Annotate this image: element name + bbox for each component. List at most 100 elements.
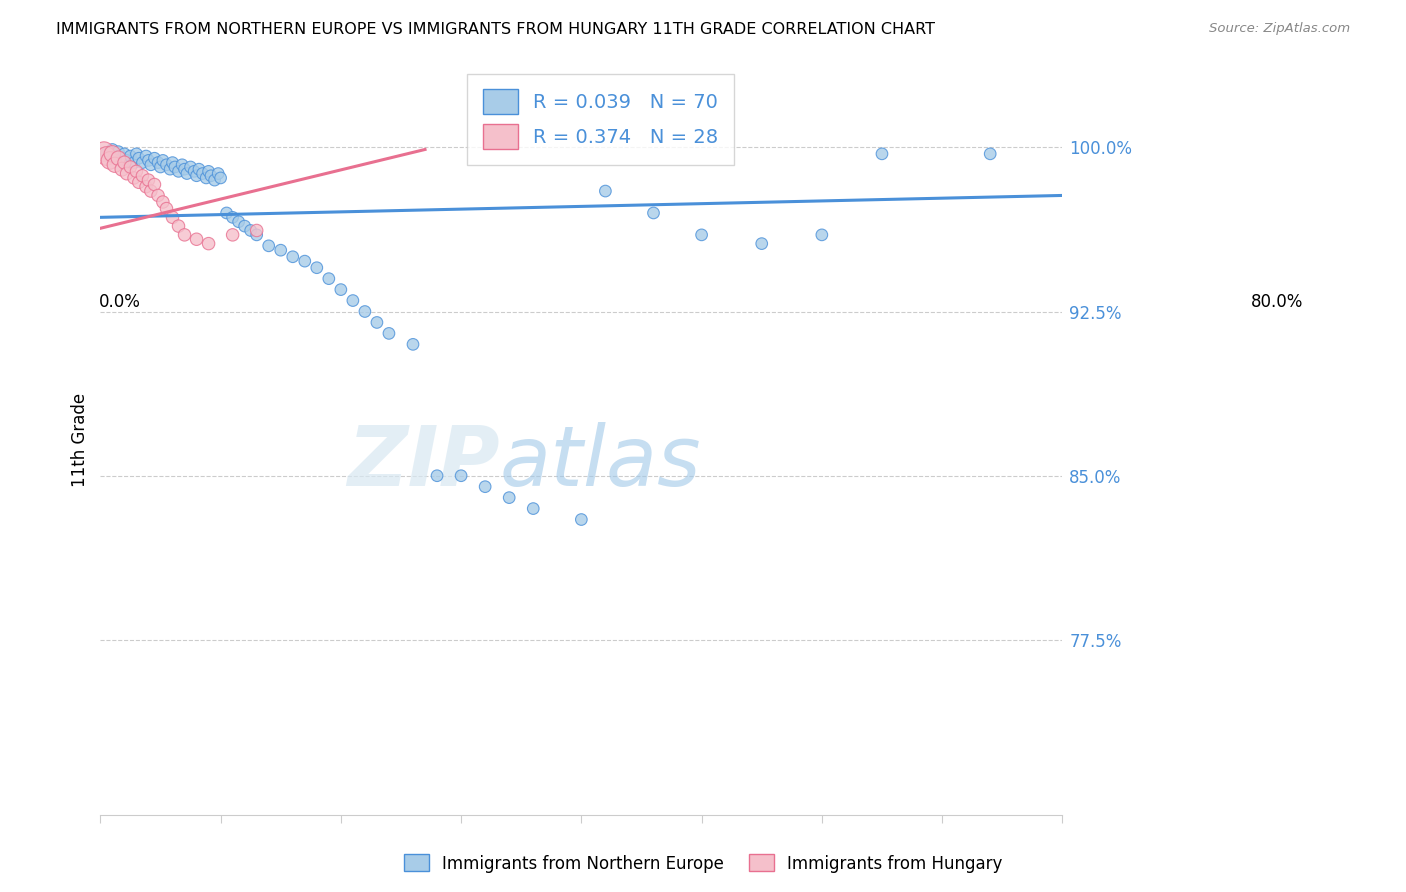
Point [979,146,1001,161]
Point [135,149,157,163]
Point [101,143,124,157]
Point [149,160,172,174]
Point [162,211,184,225]
Point [186,169,208,183]
Point [239,223,262,237]
Point [186,232,208,246]
Point [115,153,138,168]
Point [228,215,250,229]
Point [569,512,592,526]
Point [233,219,256,233]
Point [197,236,219,251]
Point [131,169,153,183]
Point [96,146,118,161]
Point [246,227,269,242]
Text: 80.0%: 80.0% [1250,293,1303,311]
Point [204,173,226,187]
Point [167,219,190,233]
Text: ZIP: ZIP [347,422,499,502]
Point [107,151,129,165]
Point [167,164,190,178]
Y-axis label: 11th Grade: 11th Grade [72,392,89,487]
Point [112,146,135,161]
Point [139,158,162,172]
Point [131,155,153,169]
Legend: R = 0.039   N = 70, R = 0.374   N = 28: R = 0.039 N = 70, R = 0.374 N = 28 [467,74,734,165]
Point [498,491,520,505]
Point [188,162,211,177]
Point [183,164,205,178]
Point [98,145,121,159]
Point [378,326,401,341]
Point [195,170,218,185]
Point [152,153,174,168]
Text: 0.0%: 0.0% [100,293,141,311]
Point [522,501,544,516]
Point [146,155,169,169]
Legend: Immigrants from Northern Europe, Immigrants from Hungary: Immigrants from Northern Europe, Immigra… [396,847,1010,880]
Point [163,160,186,174]
Point [120,149,142,163]
Point [354,304,377,318]
Point [172,158,194,172]
Point [294,254,316,268]
Point [173,162,195,177]
Point [125,146,148,161]
Point [93,145,115,159]
Point [366,315,388,329]
Point [426,468,449,483]
Point [595,184,617,198]
Point [281,250,304,264]
Point [207,167,229,181]
Point [221,227,243,242]
Point [146,188,169,202]
Point [122,155,145,169]
Point [122,170,145,185]
Point [155,158,177,172]
Point [215,206,238,220]
Point [143,151,166,165]
Point [191,167,214,181]
Point [128,175,150,189]
Point [209,170,232,185]
Point [139,184,162,198]
Point [111,162,134,177]
Point [342,293,364,308]
Point [200,169,222,183]
Point [107,145,129,159]
Point [690,227,713,242]
Point [104,149,127,163]
Point [96,149,118,163]
Point [176,167,198,181]
Point [450,468,472,483]
Point [643,206,665,220]
Point [173,227,195,242]
Text: atlas: atlas [499,422,702,502]
Point [115,167,138,181]
Point [221,211,243,225]
Point [197,164,219,178]
Point [138,153,160,168]
Point [180,160,202,174]
Point [125,164,148,178]
Text: IMMIGRANTS FROM NORTHERN EUROPE VS IMMIGRANTS FROM HUNGARY 11TH GRADE CORRELATIO: IMMIGRANTS FROM NORTHERN EUROPE VS IMMIG… [56,22,935,37]
Point [111,151,134,165]
Point [112,155,135,169]
Point [135,179,157,194]
Point [257,239,280,253]
Point [152,194,174,209]
Point [318,271,340,285]
Point [162,155,184,169]
Point [143,178,166,192]
Point [159,162,181,177]
Point [120,160,142,174]
Point [751,236,773,251]
Point [870,146,893,161]
Text: Source: ZipAtlas.com: Source: ZipAtlas.com [1209,22,1350,36]
Point [155,202,177,216]
Point [474,480,496,494]
Point [270,243,292,257]
Point [98,153,121,168]
Point [811,227,834,242]
Point [305,260,328,275]
